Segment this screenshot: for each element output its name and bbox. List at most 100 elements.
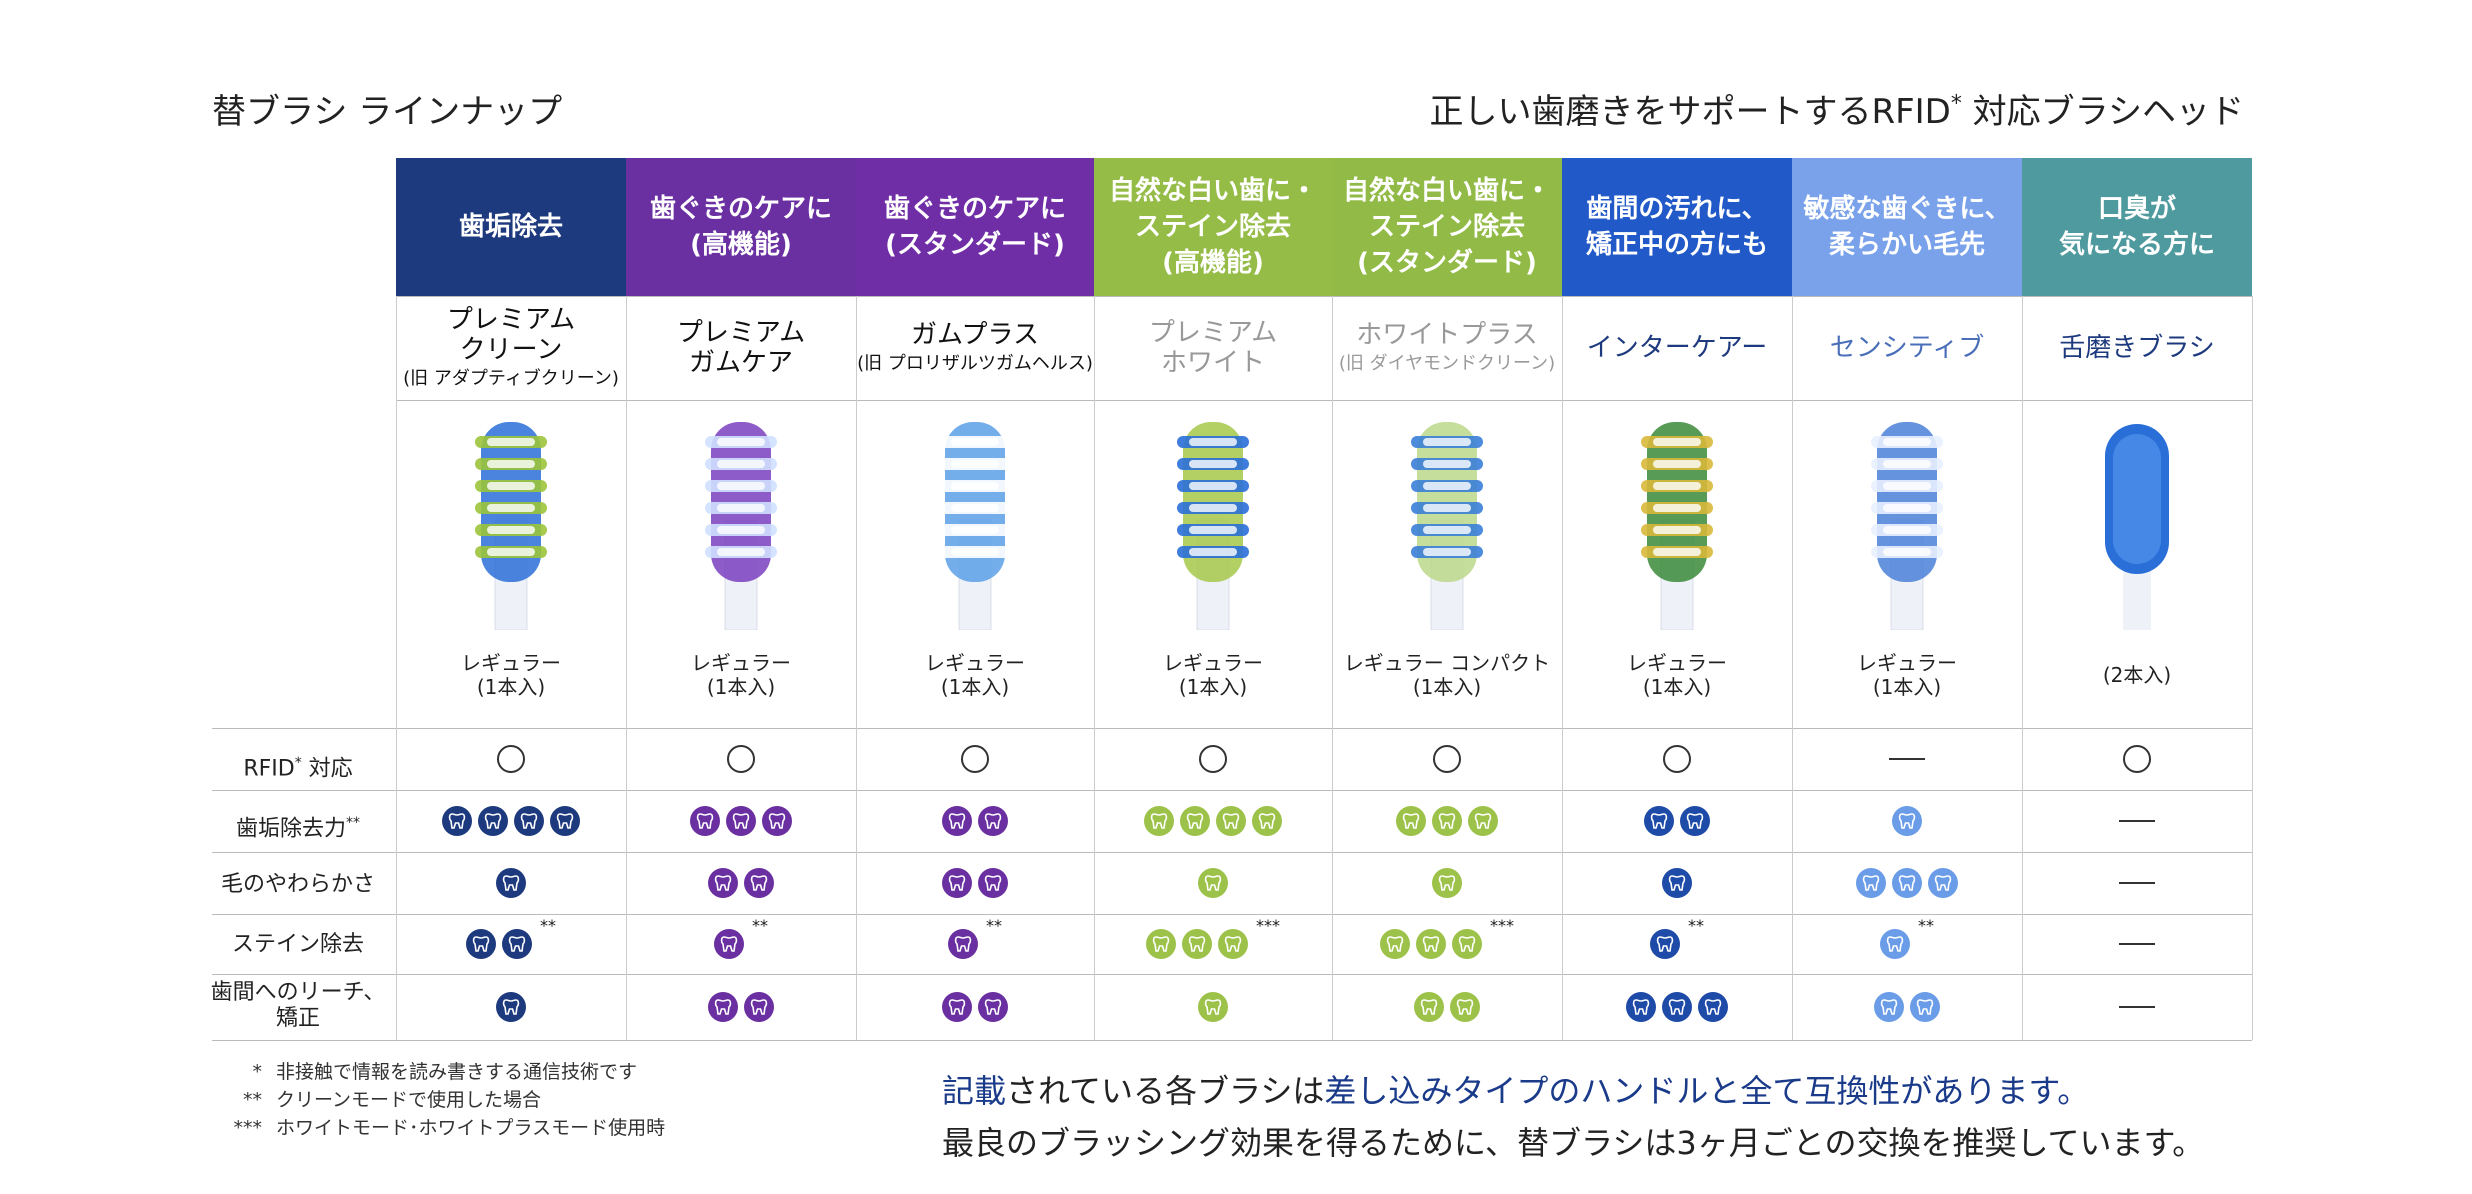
footnotes: * 非接触で情報を読み書きする通信技術です ** クリーンモードで使用した場合 **…	[206, 1058, 666, 1142]
product-column: 敏感な歯ぐきに、 柔らかい毛先センシティブレギュラー (1本入)	[1792, 158, 2022, 710]
pack-count: (2本入)	[2102, 663, 2172, 687]
rating-cell-softness	[1094, 852, 1332, 914]
dash-mark-icon	[2119, 820, 2155, 822]
product-name-cell: プレミアム ホワイト	[1094, 296, 1332, 400]
category-header: 敏感な歯ぐきに、 柔らかい毛先	[1792, 158, 2022, 296]
brush-head-image	[475, 422, 547, 630]
category-header: 歯垢除去	[396, 158, 626, 296]
tooth-icon	[942, 868, 972, 898]
grid-line	[212, 790, 2252, 791]
dash-mark-icon	[2119, 1006, 2155, 1008]
brush-head-image	[2105, 424, 2169, 630]
category-header: 歯間の汚れに、 矯正中の方にも	[1562, 158, 1792, 296]
product-image	[626, 400, 856, 640]
brush-head-image	[1871, 422, 1943, 630]
tooth-icon	[1416, 929, 1446, 959]
tooth-icon	[1880, 929, 1910, 959]
footnote-1: * 非接触で情報を読み書きする通信技術です	[252, 1061, 638, 1083]
rating-cell-softness	[2022, 852, 2252, 914]
tooth-icon	[1396, 806, 1426, 836]
product-column: 歯間の汚れに、 矯正中の方にも インターケアー レギュラー (1本入)	[1562, 158, 1792, 710]
product-image	[396, 400, 626, 640]
brush-head-image	[939, 422, 1011, 630]
category-header: 自然な白い歯に・ ステイン除去 (高機能)	[1094, 158, 1332, 296]
product-name-cell: ホワイトプラス (旧 ダイヤモンドクリーン)	[1332, 296, 1562, 400]
rfid-title: 正しい歯磨きをサポートするRFID* 対応ブラシヘッド	[1429, 91, 2244, 132]
rating-cell-interdental	[2022, 974, 2252, 1040]
tooth-icon	[1252, 806, 1282, 836]
tooth-icon	[1650, 929, 1680, 959]
product-column: 歯ぐきのケアに (高機能) プレミアム ガムケア レギュラー (1本入)	[626, 158, 856, 710]
row-label-plaque: 歯垢除去力**	[235, 815, 360, 842]
product-column: 口臭が 気になる方に 舌磨きブラシ (2本入)	[2022, 158, 2252, 710]
grid-line	[212, 852, 2252, 853]
tooth-icon	[478, 806, 508, 836]
rating-cell-softness	[1792, 852, 2022, 914]
pack-count: レギュラー (1本入)	[1163, 651, 1263, 699]
rating-cell-rfid	[2022, 728, 2252, 790]
rating-cell-interdental	[626, 974, 856, 1040]
tooth-icon	[442, 806, 472, 836]
tooth-icon	[1450, 992, 1480, 1022]
tooth-icon	[708, 868, 738, 898]
rating-cell-stain: **	[1792, 914, 2022, 974]
rating-cell-softness	[1332, 852, 1562, 914]
tooth-icon	[978, 806, 1008, 836]
tooth-icon	[502, 929, 532, 959]
grid-line	[396, 296, 2252, 297]
product-name-cell: 舌磨きブラシ	[2022, 296, 2252, 400]
stain-note-mark: ***	[1256, 916, 1280, 935]
rating-cell-rfid	[1562, 728, 1792, 790]
tooth-icon	[708, 992, 738, 1022]
former-name: (旧 プロリザルツガムヘルス)	[857, 353, 1093, 374]
pack-count: レギュラー コンパクト (1本入)	[1343, 651, 1551, 699]
tooth-icon	[496, 868, 526, 898]
rating-cell-softness	[626, 852, 856, 914]
pack-count: レギュラー (1本入)	[1857, 651, 1957, 699]
product-image	[1792, 400, 2022, 640]
circle-mark-icon	[1199, 745, 1227, 773]
tooth-icon	[978, 868, 1008, 898]
compatibility-note: 記載されている各ブラシは差し込みタイプのハンドルと全て互換性があります。	[942, 1072, 2090, 1110]
tooth-icon	[1856, 868, 1886, 898]
pack-count: レギュラー (1本入)	[691, 651, 791, 699]
product-name: プレミアム クリーン	[446, 305, 576, 365]
tooth-icon	[466, 929, 496, 959]
tooth-icon	[1874, 992, 1904, 1022]
tooth-icon	[690, 806, 720, 836]
rating-cell-stain: **	[626, 914, 856, 974]
lineup-title: 替ブラシ ラインナップ	[212, 92, 563, 132]
grid-line	[1094, 296, 1095, 1040]
pack-count: レギュラー (1本入)	[461, 651, 561, 699]
tooth-icon	[1144, 806, 1174, 836]
tooth-icon	[744, 992, 774, 1022]
category-header: 歯ぐきのケアに (高機能)	[626, 158, 856, 296]
rating-cell-softness	[1562, 852, 1792, 914]
tooth-icon	[1892, 806, 1922, 836]
rating-cell-rfid	[1792, 728, 2022, 790]
tooth-icon	[762, 806, 792, 836]
tooth-icon	[1626, 992, 1656, 1022]
rating-cell-plaque	[2022, 790, 2252, 852]
tooth-icon	[726, 806, 756, 836]
tooth-icon	[1198, 992, 1228, 1022]
circle-mark-icon	[1433, 745, 1461, 773]
tooth-icon	[1198, 868, 1228, 898]
product-column: 自然な白い歯に・ ステイン除去 (高機能) プレミアム ホワイトレギュラー (1本…	[1094, 158, 1332, 710]
product-name: ホワイトプラス	[1356, 320, 1538, 350]
grid-line	[2252, 296, 2253, 1040]
tooth-icon	[1892, 868, 1922, 898]
tooth-icon	[978, 992, 1008, 1022]
pack-count: レギュラー (1本入)	[1627, 651, 1727, 699]
tooth-icon	[1414, 992, 1444, 1022]
product-name: センシティブ	[1829, 333, 1985, 363]
stain-note-mark: **	[752, 916, 768, 935]
grid-line	[212, 1040, 2252, 1041]
tooth-icon	[514, 806, 544, 836]
dash-mark-icon	[2119, 882, 2155, 884]
row-label-interdental: 歯間へのリーチ、 矯正	[210, 980, 386, 1031]
category-header: 自然な白い歯に・ ステイン除去 (スタンダード)	[1332, 158, 1562, 296]
dash-mark-icon	[2119, 943, 2155, 945]
tooth-icon	[1146, 929, 1176, 959]
tooth-icon	[1644, 806, 1674, 836]
